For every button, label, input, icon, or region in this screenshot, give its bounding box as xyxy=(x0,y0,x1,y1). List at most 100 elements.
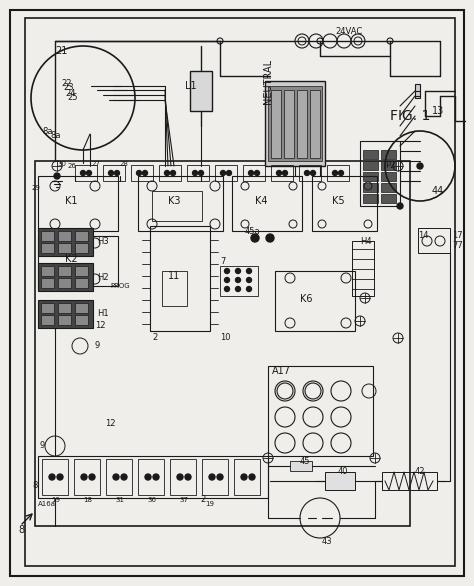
Bar xyxy=(310,90,320,158)
Text: 37: 37 xyxy=(179,497,188,503)
Bar xyxy=(58,315,71,325)
Bar xyxy=(382,472,437,490)
Text: 42: 42 xyxy=(415,466,426,475)
Text: FIG. 1: FIG. 1 xyxy=(390,109,430,123)
Bar xyxy=(58,231,71,241)
Text: 43: 43 xyxy=(322,537,333,546)
Bar xyxy=(138,459,164,495)
Circle shape xyxy=(137,171,142,175)
Circle shape xyxy=(49,474,55,480)
Bar xyxy=(170,459,196,495)
Bar xyxy=(75,231,88,241)
Bar xyxy=(363,194,378,203)
Circle shape xyxy=(246,287,252,291)
Text: K2: K2 xyxy=(65,254,78,264)
Bar xyxy=(103,165,125,181)
Bar xyxy=(243,165,265,181)
Circle shape xyxy=(283,171,288,175)
Circle shape xyxy=(310,171,316,175)
Bar xyxy=(41,278,54,288)
Circle shape xyxy=(304,171,310,175)
Text: 28: 28 xyxy=(120,161,129,167)
Bar xyxy=(38,176,118,231)
Bar xyxy=(268,366,373,456)
Bar xyxy=(352,241,374,296)
Bar xyxy=(38,263,93,291)
Text: 10: 10 xyxy=(220,333,230,342)
Circle shape xyxy=(236,268,240,274)
Text: H4: H4 xyxy=(360,237,372,246)
Circle shape xyxy=(236,278,240,282)
Circle shape xyxy=(121,474,127,480)
Circle shape xyxy=(171,171,175,175)
Text: 19: 19 xyxy=(51,497,60,503)
Circle shape xyxy=(86,171,91,175)
Text: K1: K1 xyxy=(65,196,78,206)
Bar xyxy=(234,459,260,495)
Text: 9: 9 xyxy=(40,441,45,451)
Circle shape xyxy=(241,474,247,480)
Circle shape xyxy=(225,287,229,291)
Text: 29: 29 xyxy=(32,185,41,191)
Text: L1: L1 xyxy=(185,81,197,91)
Circle shape xyxy=(246,268,252,274)
Bar xyxy=(74,459,100,495)
Text: K3: K3 xyxy=(168,196,181,206)
Bar xyxy=(106,459,132,495)
Bar xyxy=(187,165,209,181)
Circle shape xyxy=(225,268,229,274)
Circle shape xyxy=(248,171,254,175)
Text: 22: 22 xyxy=(61,80,72,88)
Text: 13: 13 xyxy=(432,106,444,116)
Circle shape xyxy=(109,171,113,175)
Bar xyxy=(41,266,54,276)
Text: 21: 21 xyxy=(55,46,67,56)
Bar xyxy=(150,226,210,331)
Bar xyxy=(271,90,281,158)
Text: 8: 8 xyxy=(18,525,24,535)
Circle shape xyxy=(338,171,344,175)
Text: NEUTRAL: NEUTRAL xyxy=(263,59,273,104)
Circle shape xyxy=(113,474,119,480)
Text: PROG: PROG xyxy=(110,283,129,289)
Bar xyxy=(290,461,312,471)
Bar xyxy=(38,300,93,328)
Bar xyxy=(275,271,355,331)
Circle shape xyxy=(276,171,282,175)
Circle shape xyxy=(164,171,170,175)
Circle shape xyxy=(251,234,259,242)
Text: 19: 19 xyxy=(205,501,214,507)
Text: 14: 14 xyxy=(418,231,428,240)
Circle shape xyxy=(185,474,191,480)
Text: 23: 23 xyxy=(63,83,73,93)
Circle shape xyxy=(255,171,259,175)
Circle shape xyxy=(332,171,337,175)
Circle shape xyxy=(54,173,60,179)
Bar xyxy=(418,228,450,253)
Bar xyxy=(312,176,377,231)
Text: 45: 45 xyxy=(300,456,310,465)
Bar xyxy=(35,161,410,526)
Bar xyxy=(381,183,396,192)
Bar xyxy=(381,194,396,203)
Bar xyxy=(268,86,322,161)
Text: K5: K5 xyxy=(332,196,345,206)
Bar xyxy=(381,172,396,181)
Circle shape xyxy=(417,163,423,169)
Circle shape xyxy=(115,171,119,175)
Bar xyxy=(58,243,71,253)
Circle shape xyxy=(145,474,151,480)
Circle shape xyxy=(153,474,159,480)
Bar xyxy=(41,243,54,253)
Circle shape xyxy=(81,474,87,480)
Bar xyxy=(138,176,223,231)
Text: 12: 12 xyxy=(105,420,116,428)
Circle shape xyxy=(89,474,95,480)
Bar xyxy=(75,303,88,313)
Bar xyxy=(360,141,400,206)
Text: 77: 77 xyxy=(452,241,463,250)
Bar xyxy=(363,172,378,181)
Text: 24: 24 xyxy=(65,88,75,97)
Bar xyxy=(75,315,88,325)
Bar xyxy=(131,165,153,181)
